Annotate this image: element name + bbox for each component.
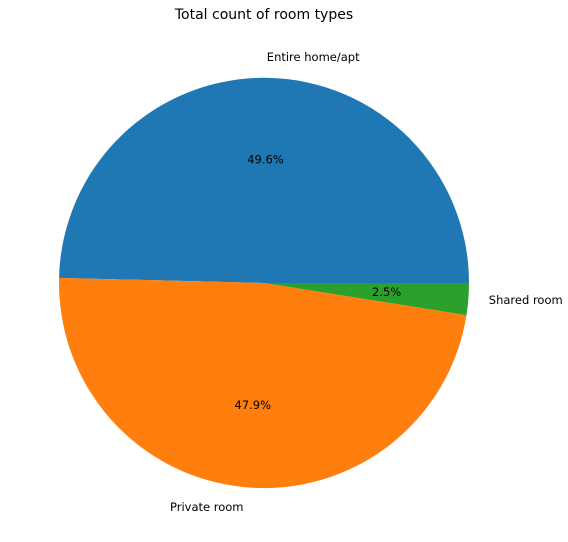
slice-label-private-room: Private room [170, 500, 244, 514]
percent-label-entire-home-apt: 49.6% [247, 153, 284, 167]
slice-label-shared-room: Shared room [489, 293, 563, 307]
pie-labels: Entire home/apt 49.6% Private room 47.9% Sha… [170, 50, 563, 514]
percent-label-private-room: 47.9% [235, 398, 272, 412]
pie-slice-shared-room [264, 283, 469, 316]
pie-slice-entire-home-apt [59, 77, 470, 283]
pie-slices [58, 77, 470, 489]
slice-label-entire-home-apt: Entire home/apt [267, 50, 360, 64]
chart-title: Total count of room types [174, 7, 353, 23]
percent-label-shared-room: 2.5% [372, 285, 401, 299]
pie-slice-private-room [58, 277, 467, 489]
